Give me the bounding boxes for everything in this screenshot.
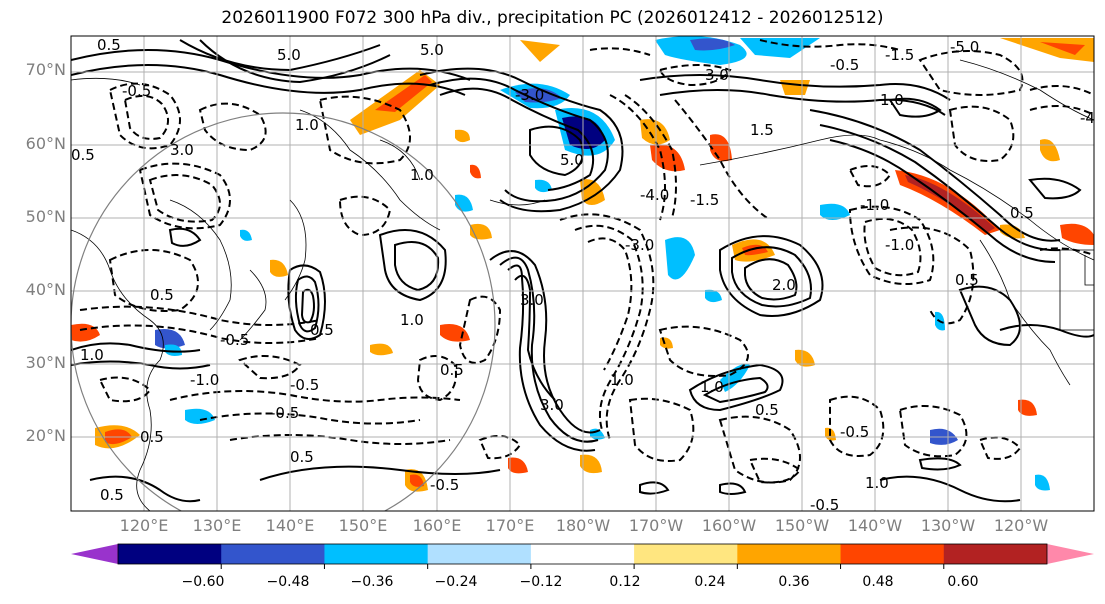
contour-label: -0.5 [810,496,839,514]
contour-label: 3.0 [540,396,564,414]
lon-label: 150°E [338,516,388,535]
contour-label: 5.0 [420,41,444,59]
lon-label: 180°W [555,516,611,535]
contour-label: 0.5 [150,286,174,304]
lat-label: 70°N [25,60,66,79]
contour-label: 3.0 [705,66,729,84]
contour-label: 0.5 [440,361,464,379]
lon-label: 120°E [119,516,169,535]
contour-label: 2.0 [772,276,796,294]
contour-label: -1.0 [190,371,219,389]
lon-label: 170°E [485,516,535,535]
contour-label: 3.0 [170,141,194,159]
colorbar [71,543,1094,569]
colorbar-tick-label: 0.48 [862,574,894,590]
precipitation-shading [71,36,1094,492]
colorbar-underflow-triangle [71,544,118,564]
lat-label: 60°N [25,134,66,153]
negative-divergence-contours [79,39,1094,484]
contour-label: -1.5 [690,191,719,209]
contour-label: 0.5 [140,428,164,446]
contour-label: -5.0 [950,38,979,56]
graticule [71,36,1094,511]
contour-label: 0.5 [290,448,314,466]
reference-circle [71,112,496,511]
contour-label: -0.5 [290,376,319,394]
contour-label: 0.5 [71,146,95,164]
lon-label: 160°E [412,516,462,535]
contour-label: 1.0 [80,346,104,364]
contour-label: 0.5 [1010,204,1034,222]
contour-label: -0.5 [122,82,151,100]
contour-label: -0.5 [840,423,869,441]
coastlines [71,59,1094,511]
contour-label: -0.5 [830,56,859,74]
colorbar-swatch [324,544,429,564]
colorbar-swatch [118,544,222,564]
lat-label: 30°N [25,353,66,372]
colorbar-swatch [221,544,325,564]
colorbar-swatch [530,544,635,564]
contour-label: 1.0 [295,116,319,134]
lon-label: 140°E [265,516,315,535]
contour-label: -3.0 [625,236,654,254]
contour-label: -0.5 [220,331,249,349]
contour-label: 0.5 [97,36,121,54]
lon-label: 150°W [774,516,830,535]
contour-label: 0.5 [955,271,979,289]
contour-label: 5.0 [560,151,584,169]
contour-label: -0.5 [270,404,299,422]
colorbar-tick-label: 0.24 [694,574,726,590]
contour-label: 0.5 [100,486,124,504]
lon-label: 130°W [920,516,976,535]
contour-label: 1.0 [610,371,634,389]
contour-label: 1.0 [865,474,889,492]
lat-label: 40°N [25,280,66,299]
colorbar-tick-label: 0.12 [609,574,641,590]
colorbar-tick-label: 0.60 [947,574,979,590]
contour-label: -0.5 [430,476,459,494]
contour-label: 3.0 [520,291,544,309]
lon-label: 130°E [192,516,242,535]
contour-label: 0.5 [755,401,779,419]
contour-label: 5.0 [277,46,301,64]
lon-label: 120°W [993,516,1049,535]
colorbar-tick-label: −0.24 [434,574,478,590]
colorbar-tick-label: −0.60 [181,574,225,590]
contour-label: 1.5 [750,121,774,139]
contour-label: 1.0 [400,311,424,329]
contour-label: -4.0 [1080,109,1105,127]
positive-divergence-contours [71,39,1094,503]
contour-label-group: 0.5 -0.5 3.0 5.0 1.0 5.0 -3.0 5.0 -3.0 -… [71,36,1105,514]
contour-label: 1.0 [410,166,434,184]
colorbar-tick-label: −0.48 [266,574,310,590]
lat-label: 50°N [25,207,66,226]
lon-label: 160°W [701,516,757,535]
colorbar-swatch [943,544,1048,564]
colorbar-swatch [634,544,738,564]
colorbar-tick-label: 0.36 [778,574,810,590]
lat-label: 20°N [25,426,66,445]
colorbar-swatch [840,544,945,564]
contour-label: 1.0 [880,91,904,109]
contour-label: -1.5 [885,46,914,64]
contour-label: -3.0 [515,86,544,104]
lon-label: 170°W [628,516,684,535]
colorbar-tick-label: −0.12 [519,574,563,590]
contour-label: -1.0 [860,196,889,214]
colorbar-swatch [737,544,842,564]
map-frame [70,35,1095,512]
colorbar-tick-label: −0.36 [350,574,394,590]
chart-title: 2026011900 F072 300 hPa div., precipitat… [221,8,884,28]
contour-label: 1.0 [700,378,724,396]
colorbar-swatch [427,544,532,564]
lon-label: 140°W [847,516,903,535]
contour-label: -4.0 [640,186,669,204]
contour-label: 0.5 [310,321,334,339]
colorbar-overflow-triangle [1047,544,1094,564]
contour-label: -1.0 [885,236,914,254]
